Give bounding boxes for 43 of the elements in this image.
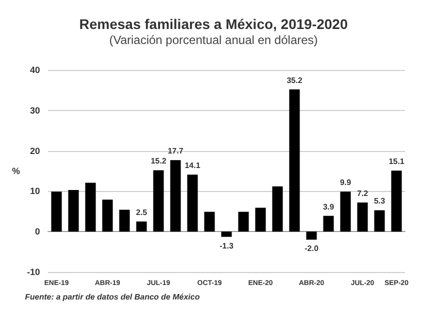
bar xyxy=(187,174,198,232)
bar xyxy=(391,170,402,232)
bar xyxy=(272,186,283,232)
data-label: 7.2 xyxy=(356,189,369,198)
y-tick-label: 40 xyxy=(30,65,40,75)
data-label: 35.2 xyxy=(286,76,303,85)
data-label: 14.1 xyxy=(184,161,201,170)
data-label: -1.3 xyxy=(220,241,234,250)
source-note: Fuente: a partir de datos del Banco de México xyxy=(25,292,200,302)
bar xyxy=(204,212,215,232)
y-axis-title: % xyxy=(12,166,20,176)
data-label: -2.0 xyxy=(304,244,319,254)
bar xyxy=(340,192,351,232)
data-label: 15.1 xyxy=(388,157,405,166)
bar xyxy=(85,182,96,232)
bar xyxy=(357,202,368,232)
bar xyxy=(119,210,130,232)
bar xyxy=(374,210,385,232)
chart-subtitle: (Variación porcentual anual en dólares) xyxy=(109,33,318,47)
bar xyxy=(170,160,181,232)
data-label: 2.5 xyxy=(136,208,148,217)
bar xyxy=(68,190,79,232)
bar xyxy=(102,200,113,232)
bar xyxy=(238,212,249,232)
bar xyxy=(153,170,164,232)
data-label: 3.9 xyxy=(322,202,335,212)
bar xyxy=(221,232,232,237)
data-label: 17.7 xyxy=(168,146,184,156)
y-tick-label: 30 xyxy=(30,105,40,116)
data-label: 5.3 xyxy=(374,196,386,206)
bar xyxy=(136,222,147,232)
data-label: 15.2 xyxy=(150,156,167,166)
y-tick-label: -10 xyxy=(26,267,40,277)
bar xyxy=(306,232,317,240)
chart-title: Remesas familiares a México, 2019-2020 xyxy=(79,16,348,32)
y-tick-label: 20 xyxy=(30,146,40,156)
data-label: 9.9 xyxy=(340,178,352,188)
bar xyxy=(289,89,300,232)
bar xyxy=(255,208,266,232)
bar xyxy=(323,216,334,232)
bar xyxy=(51,192,62,232)
y-tick-label: 0 xyxy=(34,226,40,237)
y-tick-label: 10 xyxy=(30,186,40,196)
